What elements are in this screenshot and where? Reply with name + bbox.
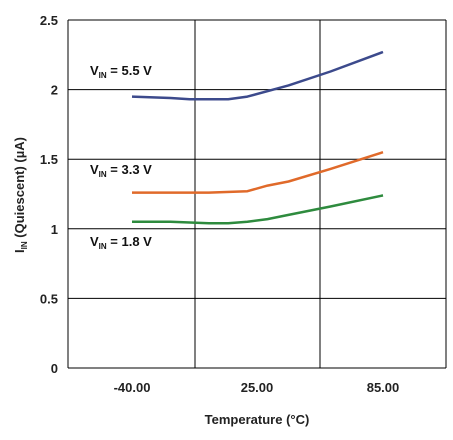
series-label-rest: = 3.3 V xyxy=(107,162,152,177)
series-label: VIN = 3.3 V xyxy=(90,162,152,179)
series-label: VIN = 1.8 V xyxy=(90,234,152,251)
series-label-rest: = 5.5 V xyxy=(107,63,152,78)
y-axis-title-main: I xyxy=(12,249,27,253)
series-label-sub: IN xyxy=(99,242,107,251)
x-tick-label: -40.00 xyxy=(114,380,151,395)
y-tick-label: 2.5 xyxy=(40,13,58,28)
series-label: VIN = 5.5 V xyxy=(90,63,152,80)
y-axis-title-rest: (Quiescent) (µA) xyxy=(12,137,27,241)
series-line xyxy=(132,194,384,225)
series-layer xyxy=(131,50,384,225)
y-axis-title: IIN (Quiescent) (µA) xyxy=(12,137,29,253)
y-axis-title-sub: IN xyxy=(20,241,29,249)
series-label-main: V xyxy=(90,234,99,249)
y-tick-label: 2 xyxy=(51,83,58,98)
x-tick-label: 25.00 xyxy=(241,380,274,395)
y-tick-label: 0.5 xyxy=(40,291,58,306)
y-tick-label: 0 xyxy=(51,361,58,376)
x-axis-title: Temperature (°C) xyxy=(205,412,310,427)
series-line xyxy=(131,50,384,101)
x-tick-label: 85.00 xyxy=(367,380,400,395)
series-label-main: V xyxy=(90,162,99,177)
axis-ticks: 0 0.5 1 1.5 2 2.5 -40.00 25.00 85.00 xyxy=(40,13,399,395)
series-label-main: V xyxy=(90,63,99,78)
series-label-sub: IN xyxy=(99,170,107,179)
y-tick-label: 1 xyxy=(51,222,58,237)
series-label-rest: = 1.8 V xyxy=(107,234,152,249)
series-line xyxy=(132,151,384,194)
series-label-sub: IN xyxy=(99,71,107,80)
grid-lines xyxy=(67,19,447,369)
y-tick-label: 1.5 xyxy=(40,152,58,167)
svg-text:IIN (Quiescent) (µA): IIN (Quiescent) (µA) xyxy=(12,137,29,253)
